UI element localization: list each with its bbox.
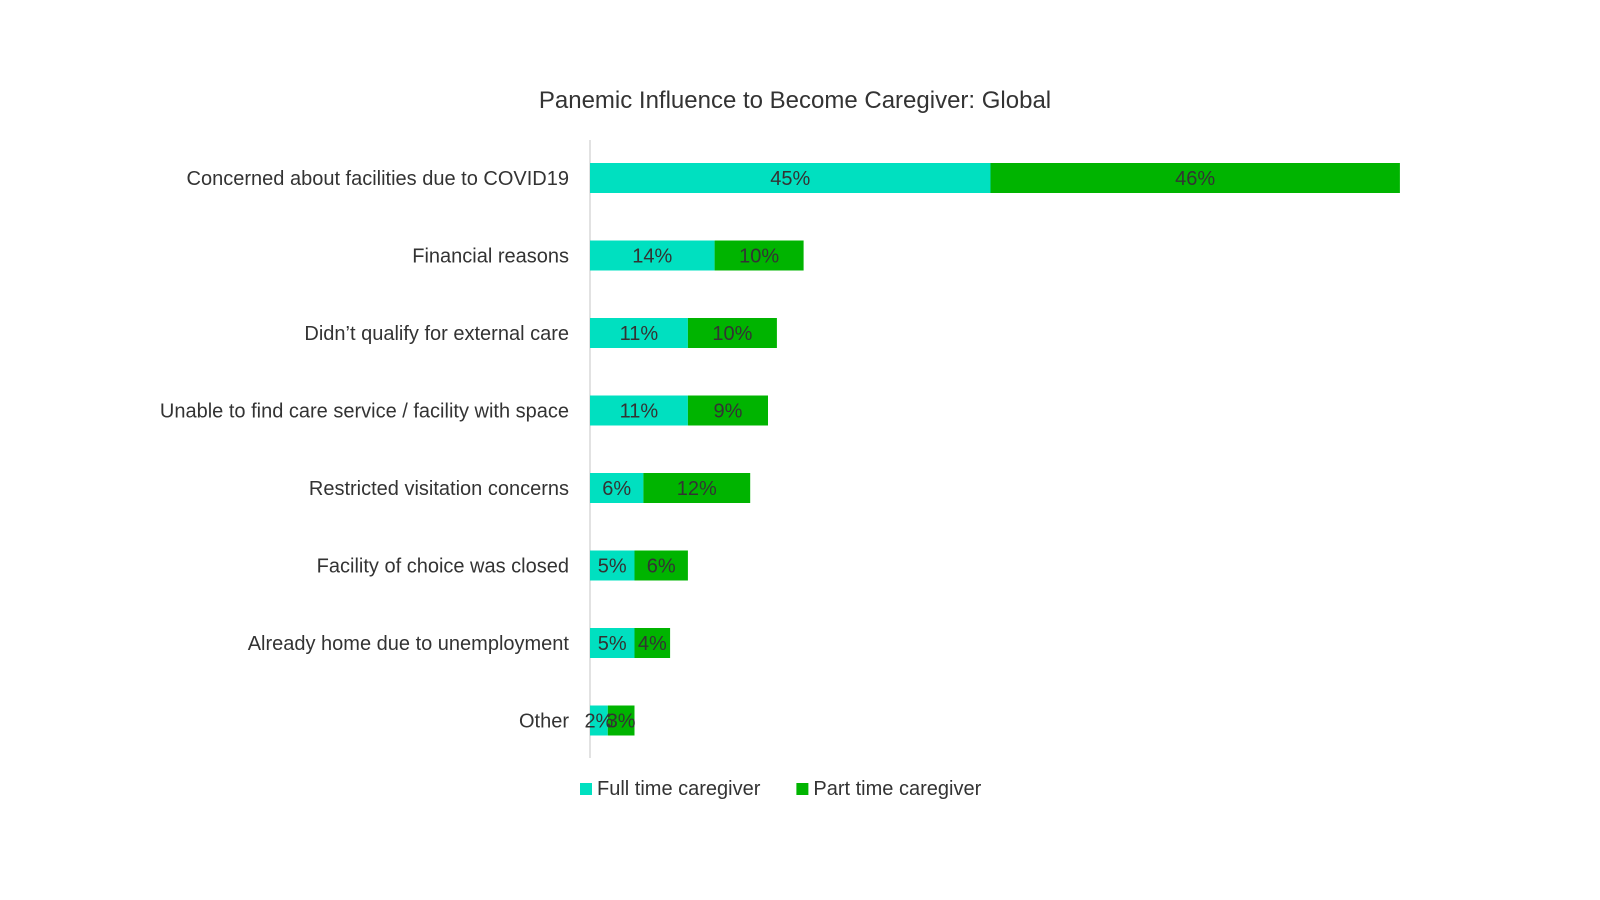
data-label: 9% [713,401,742,423]
legend-label: Full time caregiver [597,778,761,800]
bar-segment [687,395,768,426]
bar-segment [634,628,671,658]
data-label: 5% [598,556,627,578]
category-label: Concerned about facilities due to COVID1… [187,168,569,190]
bar-segment [643,473,751,503]
legend-label: Part time caregiver [813,778,981,800]
bar-segment [714,240,804,271]
bar-segment [590,318,688,348]
bar-segment [590,395,688,426]
data-label: 14% [632,246,672,268]
category-label: Already home due to unemployment [248,633,570,655]
data-label: 45% [770,168,810,190]
category-label: Unable to find care service / facility w… [160,401,569,423]
bar-segment [634,550,688,581]
bar-segment [590,628,635,658]
data-label: 4% [638,633,667,655]
data-label: 10% [712,323,752,345]
data-label: 3% [607,711,636,733]
bar-segment [590,240,715,271]
legend-swatch [796,783,809,795]
bar-segment [590,705,608,736]
bar-segment [990,163,1400,193]
chart-title: Panemic Influence to Become Caregiver: G… [539,87,1051,114]
category-label: Financial reasons [412,246,569,268]
data-label: 12% [677,478,717,500]
data-label: 6% [602,478,631,500]
bar-segment [590,473,644,503]
bar-segment [590,550,635,581]
data-label: 10% [739,246,779,268]
legend-swatch [580,783,592,795]
category-label: Facility of choice was closed [317,556,569,578]
data-label: 11% [620,323,659,345]
data-label: 6% [647,556,676,578]
category-label: Restricted visitation concerns [309,478,569,500]
category-label: Didn’t qualify for external care [304,323,569,345]
data-labels: 45% 46% 14% 10% 11% 10% 11% 9% 6% 12% 5% 6% 5% 4% 2%3% [584,168,1215,733]
bar-segment [590,163,991,193]
bar-segment [607,705,635,736]
category-labels: Concerned about facilities due to COVID1… [160,168,570,733]
data-label: 2% [584,711,613,733]
data-label: 11% [620,401,659,423]
data-label: 5% [598,633,627,655]
category-label: Other [519,711,569,733]
data-label: 46% [1175,168,1215,190]
bar-segment [687,318,777,348]
legend: Full time caregiver Part time caregiver [580,778,982,800]
bars [590,163,1400,736]
